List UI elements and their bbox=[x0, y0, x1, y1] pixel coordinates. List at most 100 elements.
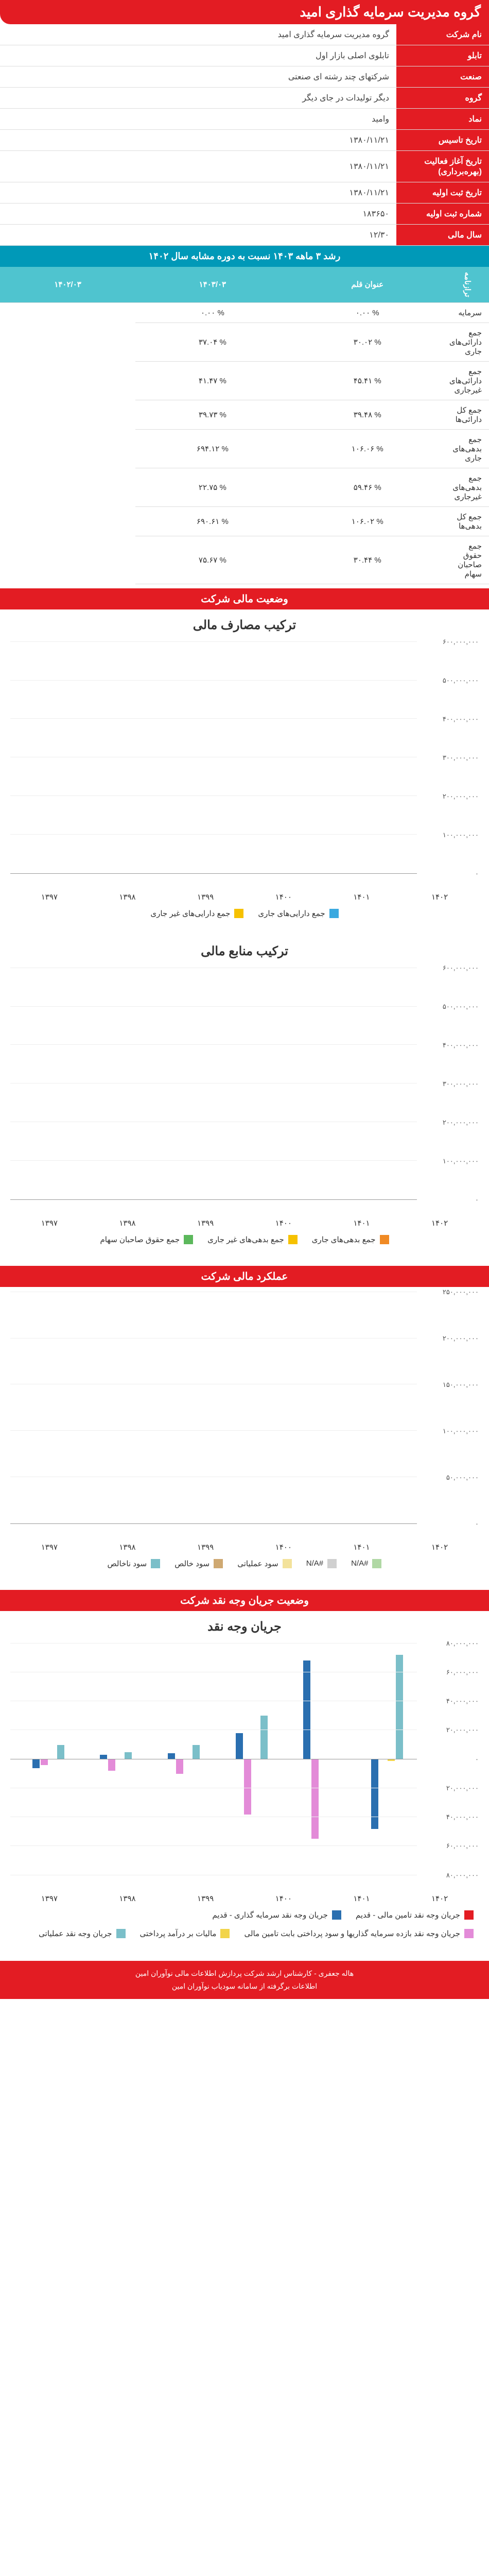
legend-label: جریان وجه نقد تامین مالی - قدیم bbox=[356, 1910, 460, 1920]
legend-item: جمع حقوق صاحبان سهام bbox=[100, 1235, 193, 1244]
info-label: صنعت bbox=[396, 66, 489, 88]
info-value: شرکتهای چند رشته ای صنعتی bbox=[0, 66, 396, 88]
legend-label: سود خالص bbox=[174, 1559, 209, 1568]
bar-segment bbox=[396, 1655, 403, 1759]
footer: هاله جعفری - کارشناس ارشد شرکت پردازش اط… bbox=[0, 1961, 489, 1999]
x-label: ۱۳۹۹ bbox=[177, 1894, 234, 1903]
info-value: ۱۳۸۰/۱۱/۲۱ bbox=[0, 151, 396, 182]
balance-val: ۲۲.۷۵ % bbox=[135, 468, 289, 506]
x-label: ۱۴۰۱ bbox=[346, 1218, 377, 1228]
legend-swatch bbox=[464, 1910, 474, 1920]
info-label: تاریخ تاسیس bbox=[396, 130, 489, 151]
balance-sheet-table: ترازنامه عنوان قلم ۱۴۰۳/۰۳ ۱۴۰۲/۰۳ سرمای… bbox=[0, 267, 489, 584]
bar-group bbox=[355, 1643, 411, 1875]
legend-swatch bbox=[329, 909, 339, 918]
bar-segment bbox=[260, 1716, 268, 1759]
info-label: سال مالی bbox=[396, 225, 489, 246]
legend-swatch bbox=[332, 1910, 341, 1920]
x-label: ۱۳۹۷ bbox=[21, 1543, 78, 1552]
chart2-title: ترکیب منابع مالی bbox=[0, 936, 489, 963]
legend-item: جمع دارایی‌های جاری bbox=[258, 909, 338, 918]
x-label: ۱۴۰۱ bbox=[346, 892, 377, 902]
balance-val: ۵۹.۴۶ % bbox=[290, 468, 445, 506]
x-label: ۱۴۰۰ bbox=[268, 1218, 299, 1228]
info-value: ۱۳۸۰/۱۱/۲۱ bbox=[0, 130, 396, 151]
balance-val: ۱۰۶.۰۲ % bbox=[290, 506, 445, 536]
x-label: ۱۴۰۰ bbox=[255, 1543, 312, 1552]
bar-group bbox=[16, 1643, 73, 1875]
legend-item: سود عملیاتی bbox=[237, 1559, 292, 1568]
col-header-item: عنوان قلم bbox=[290, 267, 445, 302]
legend-swatch bbox=[327, 1559, 337, 1568]
x-label: ۱۳۹۸ bbox=[112, 892, 143, 902]
x-label: ۱۴۰۲ bbox=[424, 892, 455, 902]
info-value: ۱۳۸۰/۱۱/۲۱ bbox=[0, 182, 396, 204]
company-info-table: نام شرکتگروه مدیریت سرمایه گذاری امیدتاب… bbox=[0, 24, 489, 246]
balance-row-title: جمع دارائی‌های جاری bbox=[445, 323, 489, 361]
balance-row-title: جمع کل دارائی‌ها bbox=[445, 400, 489, 429]
x-label: ۱۴۰۱ bbox=[333, 1894, 390, 1903]
balance-side-label: ترازنامه bbox=[445, 267, 489, 302]
balance-val: ۳۰.۰۲ % bbox=[290, 323, 445, 361]
legend-item: سود خالص bbox=[174, 1559, 223, 1568]
x-label: ۱۳۹۸ bbox=[99, 1543, 155, 1552]
bar-segment bbox=[108, 1759, 115, 1771]
balance-val: ۷۵.۶۷ % bbox=[135, 536, 289, 584]
section-financial-status: وضعیت مالی شرکت bbox=[0, 588, 489, 609]
balance-val: ۰.۰۰ % bbox=[290, 302, 445, 323]
legend-swatch bbox=[464, 1929, 474, 1938]
legend-item: #N/A bbox=[351, 1559, 381, 1568]
balance-val: ۰.۰۰ % bbox=[135, 302, 289, 323]
x-label: ۱۳۹۹ bbox=[177, 1543, 234, 1552]
legend-label: جمع دارایی‌های جاری bbox=[258, 909, 325, 918]
balance-val: ۴۵.۴۱ % bbox=[290, 361, 445, 400]
footer-line2: اطلاعات برگرفته از سامانه سودیاب نوآوران… bbox=[6, 1980, 483, 1993]
balance-row-title: جمع کل بدهی‌ها bbox=[445, 506, 489, 536]
balance-row-title: سرمایه bbox=[445, 302, 489, 323]
section-performance: عملکرد مالی شرکت bbox=[0, 1266, 489, 1287]
balance-val: ۶۹۴.۱۲ % bbox=[135, 429, 289, 468]
growth-title: رشد ۳ ماهه ۱۴۰۳ نسبت به دوره مشابه سال ۱… bbox=[0, 246, 489, 267]
col-header-1402: ۱۴۰۲/۰۳ bbox=[0, 267, 135, 302]
x-label: ۱۴۰۰ bbox=[255, 1894, 312, 1903]
bar-segment bbox=[236, 1733, 243, 1759]
bar-segment bbox=[41, 1759, 48, 1765]
legend-swatch bbox=[151, 1559, 160, 1568]
legend-swatch bbox=[372, 1559, 381, 1568]
legend-label: جریان وجه نقد سرمایه گذاری - قدیم bbox=[212, 1910, 328, 1920]
bar-segment bbox=[371, 1759, 378, 1829]
bar-segment bbox=[244, 1759, 251, 1815]
col-header-1403: ۱۴۰۳/۰۳ bbox=[135, 267, 289, 302]
balance-row-title: جمع حقوق صاحبان سهام bbox=[445, 536, 489, 584]
info-label: شماره ثبت اولیه bbox=[396, 204, 489, 225]
bar-segment bbox=[57, 1745, 64, 1759]
legend-label: جمع حقوق صاحبان سهام bbox=[100, 1235, 180, 1244]
balance-row-title: جمع دارائی‌های غیرجاری bbox=[445, 361, 489, 400]
legend-swatch bbox=[380, 1235, 389, 1244]
x-label: ۱۳۹۸ bbox=[112, 1218, 143, 1228]
legend-item: جریان وجه نقد بازده سرمایه گذاریها و سود… bbox=[244, 1929, 474, 1938]
info-value: دیگر تولیدات در جای دیگر bbox=[0, 88, 396, 109]
info-label: نماد bbox=[396, 109, 489, 130]
bar-segment bbox=[388, 1759, 395, 1761]
legend-item: جمع بدهی‌های غیر جاری bbox=[207, 1235, 298, 1244]
chart1: ۶۰۰,۰۰۰,۰۰۰۵۰۰,۰۰۰,۰۰۰۴۰۰,۰۰۰,۰۰۰۳۰۰,۰۰۰… bbox=[0, 637, 489, 936]
bar-group bbox=[83, 1643, 140, 1875]
chart3: ۲۵۰,۰۰۰,۰۰۰۲۰۰,۰۰۰,۰۰۰۱۵۰,۰۰۰,۰۰۰۱۰۰,۰۰۰… bbox=[0, 1287, 489, 1586]
legend-item: جمع دارایی‌های غیر جاری bbox=[150, 909, 243, 918]
legend-swatch bbox=[288, 1235, 298, 1244]
legend-item: مالیات بر درآمد پرداختی bbox=[140, 1929, 230, 1938]
x-label: ۱۴۰۱ bbox=[333, 1543, 390, 1552]
legend-item: #N/A bbox=[306, 1559, 337, 1568]
legend-label: #N/A bbox=[351, 1559, 368, 1568]
x-label: ۱۴۰۰ bbox=[268, 892, 299, 902]
balance-val: ۳۹.۷۳ % bbox=[135, 400, 289, 429]
x-label: ۱۳۹۸ bbox=[99, 1894, 155, 1903]
legend-label: جمع بدهی‌های غیر جاری bbox=[207, 1235, 284, 1244]
bar-group bbox=[151, 1643, 208, 1875]
legend-swatch bbox=[116, 1929, 126, 1938]
x-label: ۱۳۹۹ bbox=[190, 1218, 221, 1228]
chart4: ۸۰,۰۰۰,۰۰۰۶۰,۰۰۰,۰۰۰۴۰,۰۰۰,۰۰۰۲۰,۰۰۰,۰۰۰… bbox=[0, 1638, 489, 1956]
legend-label: جریان وجه نقد بازده سرمایه گذاریها و سود… bbox=[244, 1929, 460, 1938]
legend-item: جریان وجه نقد عملیاتی bbox=[39, 1929, 125, 1938]
